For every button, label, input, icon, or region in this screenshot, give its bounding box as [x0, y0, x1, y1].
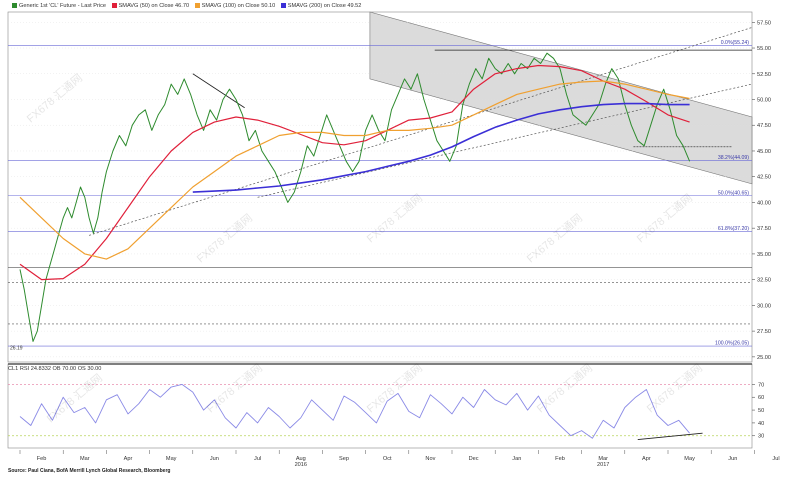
month-label: Apr	[124, 456, 133, 462]
fibonacci-levels: 0.0%(55.24) 38.2%(44.09) 50.0%(40.65) 61.8%…	[8, 40, 752, 352]
rsi-tick-label: 70	[758, 382, 764, 388]
sma200-line	[192, 102, 690, 193]
legend-os: OS 30.00	[77, 366, 102, 372]
legend-cl1: CL1	[8, 366, 19, 372]
month-label: Jun	[210, 456, 219, 462]
price-tick-label: 35.00	[757, 252, 771, 258]
price-tick-label: 57.50	[757, 20, 771, 26]
start-price-label: 26.19	[10, 346, 23, 352]
rsi-plot-frame	[7, 363, 753, 449]
price-axis: 57.50 55.00 52.50 50.00 47.50 45.00 42.50 40.00…	[752, 20, 771, 361]
price-tick-label: 50.00	[757, 98, 771, 104]
rsi-legend: CL1 RSI 24.8332 OB 70.00 OS 30.00	[8, 366, 101, 372]
resistance-line	[192, 73, 245, 109]
legend-swatch-sma50	[111, 3, 117, 8]
month-label: Oct	[383, 456, 392, 462]
month-label: Feb	[555, 456, 565, 462]
month-label: Mar	[80, 456, 90, 462]
fib-label: 100.0%(26.05)	[715, 341, 749, 347]
rsi-tick-label: 30	[758, 434, 764, 440]
sma50-line	[19, 64, 690, 281]
month-label: Jun	[728, 456, 737, 462]
legend-sma100: SMAVG (100) on Close 50.10	[201, 3, 276, 9]
price-tick-label: 45.00	[757, 149, 771, 155]
price-channel	[369, 11, 753, 185]
fib-label: 0.0%(55.24)	[721, 40, 750, 46]
trend-lines	[89, 27, 753, 236]
rsi-tick-label: 60	[758, 395, 764, 401]
month-label: Sep	[339, 456, 349, 462]
price-tick-label: 52.50	[757, 72, 771, 78]
month-label: May	[684, 456, 695, 462]
month-label: Nov	[425, 456, 435, 462]
legend-swatch-price	[12, 3, 17, 8]
price-tick-label: 27.50	[757, 329, 771, 335]
legend-swatch-sma200	[280, 3, 286, 8]
legend-sma200: SMAVG (200) on Close 49.52	[287, 3, 362, 9]
month-label: Aug	[296, 456, 306, 462]
year-label: 2016	[295, 462, 307, 468]
fib-label: 50.0%(40.65)	[718, 190, 749, 196]
price-tick-label: 37.50	[757, 226, 771, 232]
source-note: Source: Paul Ciana, BofA Merrill Lynch G…	[8, 468, 171, 474]
month-label: Feb	[37, 456, 47, 462]
month-label: Jan	[512, 456, 521, 462]
price-tick-label: 47.50	[757, 123, 771, 129]
rsi-tick-label: 40	[758, 421, 764, 427]
legend-rsi: RSI 24.8332	[19, 366, 51, 372]
price-tick-label: 32.50	[757, 278, 771, 284]
rsi-line	[19, 383, 690, 439]
month-label: Jul	[772, 456, 779, 462]
price-tick-label: 30.00	[757, 303, 771, 309]
rsi-panel: 70 60 50 40 30	[8, 382, 764, 440]
month-label: Dec	[469, 456, 479, 462]
fib-label: 61.8%(37.20)	[718, 226, 749, 232]
price-tick-label: 42.50	[757, 175, 771, 181]
legend-price: Generic 1st 'CL' Future - Last Price	[19, 3, 107, 9]
year-label: 2017	[597, 462, 609, 468]
time-axis: Feb Mar Apr May Jun Jul Aug Sep Oct Nov Dec Jan Feb M…	[19, 450, 780, 468]
month-label: Apr	[642, 456, 651, 462]
legend-swatch-sma100	[194, 3, 200, 8]
channel-band	[369, 11, 753, 185]
price-series	[19, 52, 691, 342]
fib-label: 38.2%(44.09)	[718, 155, 749, 161]
price-tick-label: 40.00	[757, 200, 771, 206]
price-tick-label: 55.00	[757, 46, 771, 52]
price-legend: Generic 1st 'CL' Future - Last Price SMA…	[8, 3, 361, 9]
month-label: May	[166, 456, 177, 462]
rsi-tick-label: 50	[758, 408, 764, 414]
rsi-divergence-line	[637, 432, 703, 440]
legend-sma50: SMAVG (50) on Close 46.70	[118, 3, 190, 9]
month-label: Jul	[254, 456, 261, 462]
sma100-line	[19, 80, 690, 260]
month-label: Mar	[598, 456, 608, 462]
lower-trend-line-dashed	[257, 83, 753, 198]
price-tick-label: 25.00	[757, 355, 771, 361]
legend-ob: OB 70.00	[52, 366, 77, 372]
